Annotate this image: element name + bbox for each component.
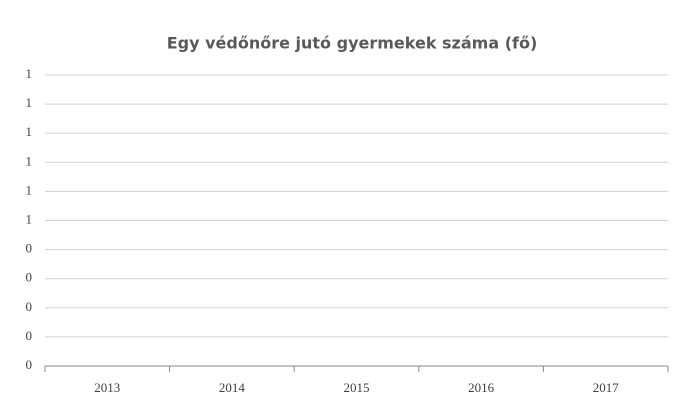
y-tick-label: 1 xyxy=(26,95,33,110)
x-tick-label: 2016 xyxy=(468,380,495,395)
y-tick-label: 1 xyxy=(26,153,33,168)
y-tick-label: 0 xyxy=(26,357,33,372)
y-tick-label: 0 xyxy=(26,299,33,314)
y-tick-label: 0 xyxy=(26,241,33,256)
x-tick-label: 2013 xyxy=(94,380,120,395)
y-tick-label: 1 xyxy=(26,211,33,226)
x-tick-label: 2017 xyxy=(593,380,620,395)
x-tick-label: 2015 xyxy=(344,380,370,395)
y-tick-label: 0 xyxy=(26,328,33,343)
y-tick-label: 0 xyxy=(26,270,33,285)
y-tick-label: 1 xyxy=(26,66,33,81)
chart-title: Egy védőnőre jutó gyermekek száma (fő) xyxy=(167,34,538,53)
y-tick-label: 1 xyxy=(26,182,33,197)
y-tick-label: 1 xyxy=(26,124,33,139)
x-tick-label: 2014 xyxy=(219,380,246,395)
